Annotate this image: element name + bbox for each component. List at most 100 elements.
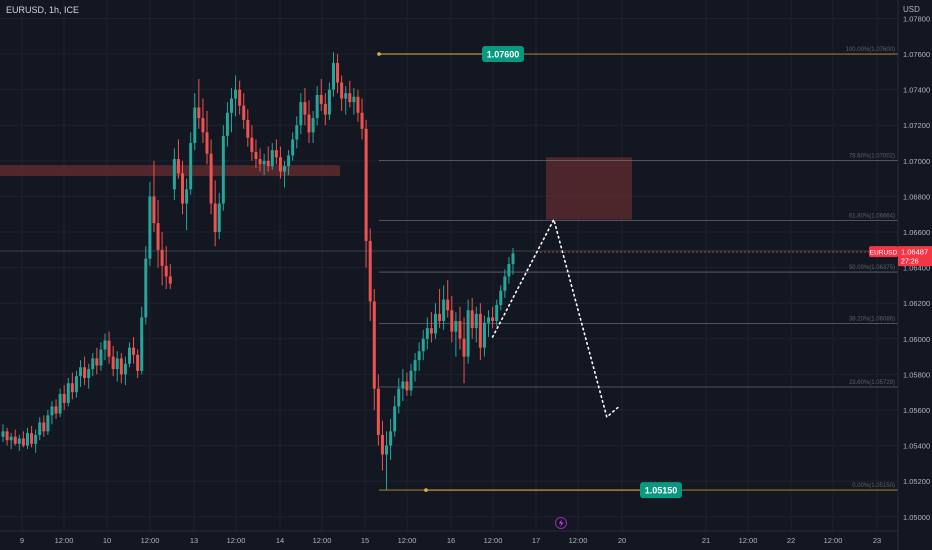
- candle-body: [242, 105, 246, 120]
- candle-body: [9, 436, 13, 441]
- candle-body: [58, 393, 62, 414]
- candle-body: [376, 388, 380, 435]
- candle-body: [266, 160, 270, 167]
- x-tick-label: 21: [702, 536, 710, 545]
- candle-body: [164, 265, 168, 277]
- candle-body: [74, 376, 78, 393]
- x-tick-label: 15: [361, 536, 369, 545]
- candle-body: [389, 431, 393, 446]
- zones-layer: [0, 157, 898, 252]
- candle-body: [160, 249, 164, 266]
- candle-body: [5, 431, 9, 441]
- candle-body: [30, 433, 34, 444]
- x-tick-label: 12:00: [569, 536, 588, 545]
- candle-body: [511, 253, 515, 265]
- current-price-countdown: 27:26: [901, 259, 919, 266]
- price-marker-anchor: [377, 52, 381, 56]
- y-tick-label: 1.05800: [903, 370, 930, 379]
- candle-body: [421, 338, 425, 352]
- candle-body: [397, 388, 401, 407]
- candle-body: [213, 203, 217, 233]
- price-axis[interactable]: 1.07800 1.07600 1.07400 1.07200 1.07000 1.068…: [903, 14, 930, 521]
- candle-body: [13, 436, 17, 444]
- lightning-icon[interactable]: [555, 517, 567, 529]
- candle-body: [364, 128, 368, 241]
- candle-body: [254, 151, 258, 160]
- candle-body: [70, 383, 74, 393]
- candle-body: [429, 328, 433, 334]
- y-tick-label: 1.06600: [903, 228, 930, 237]
- symbol-header: EURUSD, 1h, ICE: [6, 5, 79, 15]
- x-tick-label: 13: [190, 536, 198, 545]
- price-marker-box: [640, 482, 682, 499]
- candle-body: [234, 89, 238, 99]
- candle-body: [152, 196, 156, 224]
- candle-body: [295, 125, 299, 140]
- candle-body: [393, 406, 397, 432]
- candle-body: [34, 434, 38, 444]
- candle-body: [209, 153, 213, 204]
- time-axis[interactable]: 9 12:00 10 12:00 13 12:00 14 12:00 15 12:00 16 12:0…: [20, 536, 881, 545]
- candle-body: [405, 381, 409, 391]
- candle-body: [181, 173, 185, 204]
- candle-body: [417, 351, 421, 361]
- candle-body: [331, 62, 335, 90]
- price-marker-label: 1.07600: [487, 50, 520, 60]
- price-markers: 1.07600 1.05150: [377, 46, 682, 499]
- fib-level-label: 38.20%(1.06086): [849, 316, 895, 322]
- candle-body: [503, 276, 507, 291]
- candle-body: [319, 94, 323, 104]
- current-price-value: 1.06487: [901, 248, 928, 257]
- projection-line: [491, 217, 620, 419]
- candle-body: [21, 438, 25, 446]
- candle-body: [229, 98, 233, 113]
- y-tick-label: 1.07800: [903, 14, 930, 23]
- x-tick-label: 16: [447, 536, 455, 545]
- candle-body: [115, 358, 119, 370]
- candle-body: [140, 317, 144, 371]
- candle-body: [168, 276, 172, 284]
- candle-body: [99, 349, 103, 366]
- candle-body: [327, 89, 331, 115]
- candle-body: [478, 313, 482, 348]
- candle-body: [446, 299, 450, 311]
- candle-body: [372, 301, 376, 389]
- y-tick-label: 1.07200: [903, 121, 930, 130]
- candle-body: [495, 304, 499, 321]
- candle-body: [409, 370, 413, 391]
- x-tick-label: 12:00: [739, 536, 758, 545]
- candle-body: [413, 360, 417, 371]
- y-tick-label: 1.06000: [903, 335, 930, 344]
- x-tick-label: 10: [103, 536, 111, 545]
- current-price-tag: EURUSD 1.06487 27:26: [540, 246, 932, 267]
- candle-body: [189, 143, 193, 190]
- candle-body: [262, 160, 266, 165]
- candle-body: [103, 340, 107, 350]
- candle-body: [507, 264, 511, 277]
- currency-label: USD: [903, 5, 920, 14]
- candle-body: [95, 358, 99, 366]
- candle-body: [278, 157, 282, 172]
- candle-body: [499, 290, 503, 305]
- candle-body: [83, 367, 87, 378]
- y-tick-label: 1.06800: [903, 192, 930, 201]
- candles-layer: [1, 52, 515, 491]
- candle-body: [270, 150, 274, 167]
- candle-body: [401, 381, 405, 389]
- candle-body: [340, 82, 344, 99]
- candle-body: [46, 415, 50, 432]
- y-tick-label: 1.06400: [903, 264, 930, 273]
- candle-body: [462, 338, 466, 357]
- x-tick-label: 12:00: [227, 536, 246, 545]
- candle-body: [246, 119, 250, 138]
- candle-body: [144, 258, 148, 318]
- supply-zone: [546, 157, 632, 220]
- candle-body: [299, 102, 303, 126]
- candle-body: [123, 363, 127, 375]
- price-marker-box: [482, 46, 524, 63]
- candle-body: [176, 159, 180, 174]
- candle-body: [348, 93, 352, 103]
- fib-level-label: 23.60%(1.05729): [849, 380, 895, 386]
- candle-body: [193, 107, 197, 144]
